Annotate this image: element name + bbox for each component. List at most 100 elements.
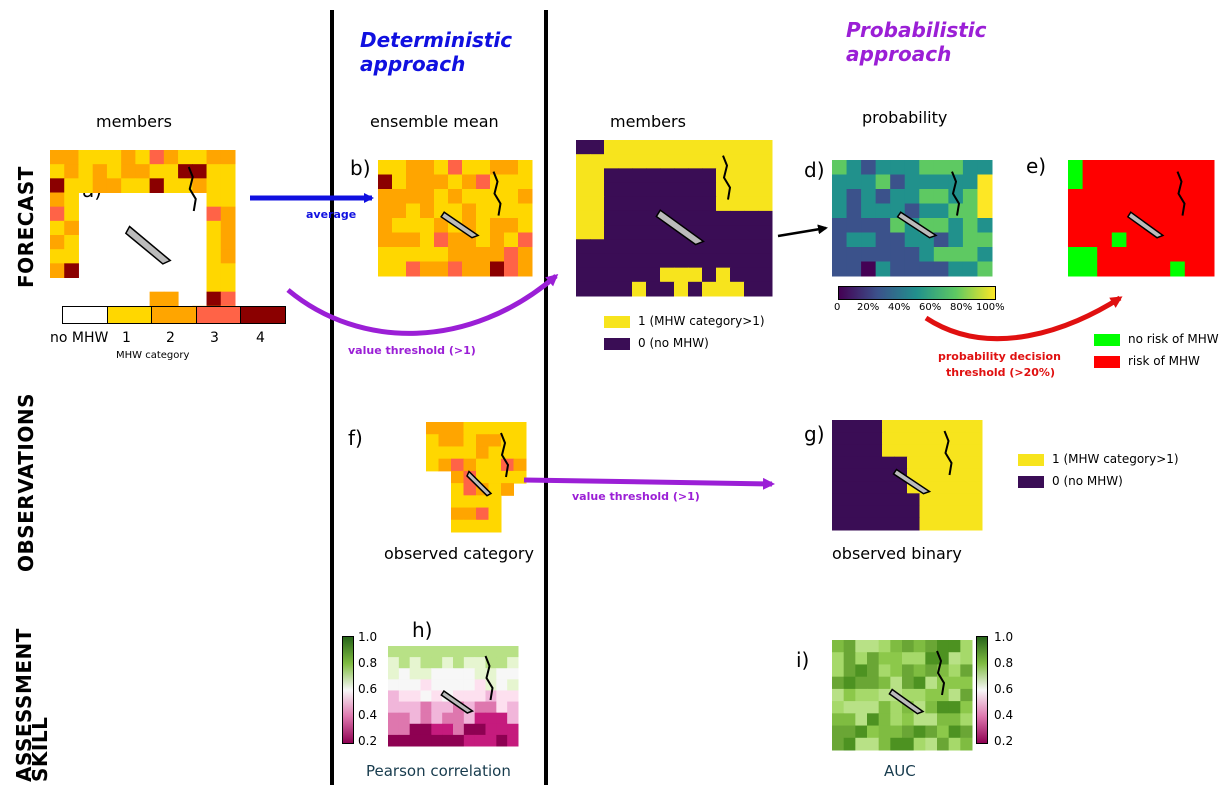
value-threshold-arrow-observations	[523, 477, 775, 490]
risk-legend-green-label: no risk of MHW	[1128, 332, 1219, 346]
legend-g-one-label: 1 (MHW category>1)	[1052, 452, 1179, 466]
mhw-tick-4: 4	[256, 330, 265, 346]
legend-c-zero-swatch	[604, 338, 630, 350]
panel-label-d: d)	[804, 158, 825, 182]
legend-c-one-swatch	[604, 316, 630, 328]
island-outline	[440, 689, 475, 714]
auc-tick-4: 0.2	[994, 734, 1014, 748]
caption-pearson: Pearson correlation	[366, 762, 511, 780]
probability-threshold-arrow	[924, 295, 1123, 342]
mhw-colorbar-segment	[106, 307, 152, 323]
archipelago-outline	[500, 432, 510, 478]
panel-label-h: h)	[412, 618, 433, 642]
probabilistic-title: Probabilistic approach	[846, 18, 987, 66]
prob-tick-5: 100%	[976, 302, 1005, 313]
mhw-tick-3: 3	[210, 330, 219, 346]
island-outline	[896, 211, 938, 239]
archipelago-outline	[484, 655, 494, 701]
probability-colorbar	[838, 286, 996, 300]
island-outline	[440, 211, 480, 239]
header-probability: probability	[862, 108, 948, 127]
archipelago-outline	[936, 650, 946, 696]
map-b-ensemble-mean	[378, 160, 533, 277]
island-outline	[466, 470, 493, 497]
separator-left	[330, 10, 334, 785]
header-members-a: members	[96, 112, 172, 131]
panel-label-e: e)	[1026, 154, 1047, 178]
island-outline	[1126, 211, 1165, 239]
map-c-member-0	[576, 140, 773, 297]
risk-legend-red-swatch	[1094, 356, 1120, 368]
island-outline	[124, 225, 172, 265]
maps-layer	[50, 140, 1215, 751]
panel-label-b: b)	[350, 156, 371, 180]
map-g-observed-binary	[832, 420, 983, 531]
members-to-probability-arrow	[777, 224, 828, 238]
risk-legend-green-swatch	[1094, 334, 1120, 346]
map-i-auc	[832, 640, 973, 751]
prob-tick-0: 0	[834, 302, 841, 313]
header-ensemble-mean: ensemble mean	[370, 112, 499, 131]
prob-threshold-label-2: threshold (>20%)	[946, 366, 1055, 379]
prob-tick-3: 60%	[919, 302, 942, 313]
mhw-colorbar	[62, 306, 286, 324]
island-outline	[892, 468, 932, 495]
mhw-colorbar-segment	[151, 307, 196, 323]
mhw-colorbar-label: MHW category	[116, 350, 190, 361]
map-e-risk	[1068, 160, 1215, 277]
average-label: average	[306, 208, 357, 221]
deterministic-title: Deterministic approach	[360, 28, 513, 76]
auc-tick-3: 0.4	[994, 708, 1014, 722]
auc-tick-2: 0.6	[994, 682, 1014, 696]
map-f-observed-category	[426, 422, 527, 533]
archipelago-outline	[492, 171, 502, 216]
value-threshold-arrow-forecast	[286, 274, 559, 336]
legend-g-zero-label: 0 (no MHW)	[1052, 474, 1123, 488]
mhw-tick-0: no MHW	[50, 330, 109, 346]
prob-tick-2: 40%	[888, 302, 911, 313]
map-h-pearson	[388, 646, 519, 747]
archipelago-outline	[951, 171, 961, 216]
map-d-probability	[832, 160, 993, 277]
archipelago-outline	[943, 430, 953, 476]
map-a-members	[50, 150, 236, 321]
prob-tick-4: 80%	[950, 302, 973, 313]
pearson-tick-3: 0.4	[358, 708, 378, 722]
risk-legend-red-label: risk of MHW	[1128, 354, 1200, 368]
archipelago-outline	[1176, 171, 1186, 216]
caption-auc: AUC	[884, 762, 916, 780]
panel-label-g: g)	[804, 422, 825, 446]
pearson-tick-0: 1.0	[358, 630, 378, 644]
auc-tick-1: 0.8	[994, 656, 1014, 670]
archipelago-outline	[187, 166, 197, 212]
legend-c-zero-label: 0 (no MHW)	[638, 336, 709, 350]
auc-colorbar	[976, 636, 988, 744]
panel-label-i: i)	[796, 648, 810, 672]
caption-observed-binary: observed binary	[832, 544, 962, 563]
value-threshold-label-observations: value threshold (>1)	[572, 490, 700, 503]
archipelago-outline	[722, 155, 732, 200]
pearson-tick-1: 0.8	[358, 656, 378, 670]
value-threshold-label-forecast: value threshold (>1)	[348, 344, 476, 357]
prob-threshold-label-1: probability decision	[938, 350, 1061, 363]
island-outline	[655, 209, 705, 246]
header-members-c: members	[610, 112, 686, 131]
legend-g-one-swatch	[1018, 454, 1044, 466]
prob-tick-1: 20%	[857, 302, 880, 313]
pearson-colorbar	[342, 636, 354, 744]
auc-tick-0: 1.0	[994, 630, 1014, 644]
mhw-tick-1: 1	[122, 330, 131, 346]
mhw-colorbar-segment	[240, 307, 285, 323]
mhw-colorbar-segment	[195, 307, 241, 323]
pearson-tick-4: 0.2	[358, 734, 378, 748]
panel-label-f: f)	[348, 426, 363, 450]
island-outline	[888, 688, 925, 715]
legend-c-one-label: 1 (MHW category>1)	[638, 314, 765, 328]
separator-right	[544, 10, 548, 785]
pearson-tick-2: 0.6	[358, 682, 378, 696]
legend-g-zero-swatch	[1018, 476, 1044, 488]
mhw-colorbar-segment	[63, 307, 107, 323]
mhw-tick-2: 2	[166, 330, 175, 346]
caption-observed-category: observed category	[384, 544, 534, 563]
